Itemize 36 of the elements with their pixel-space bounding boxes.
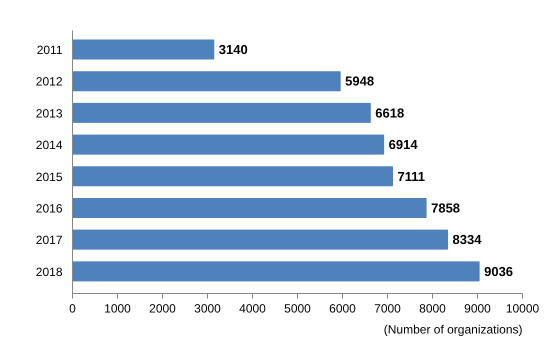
bar: [72, 71, 341, 92]
bar: [72, 40, 214, 60]
y-tick-label: 2018: [36, 264, 63, 279]
x-tick-label: 5000: [284, 302, 312, 316]
bar: [72, 230, 448, 250]
data-label: 3140: [218, 42, 248, 58]
data-label: 7111: [397, 168, 425, 184]
x-tick-label: 4000: [239, 302, 266, 316]
data-label: 6914: [388, 137, 418, 152]
x-tick-label: 8000: [419, 302, 446, 316]
bar: [72, 261, 480, 282]
x-tick-label: 3000: [194, 302, 222, 316]
y-tick-label: 2013: [36, 106, 63, 120]
bar: [72, 198, 427, 218]
y-tick-label: 2011: [36, 43, 63, 58]
y-tick-label: 2015: [36, 170, 63, 184]
y-tick-label: 2017: [36, 233, 63, 248]
x-tick-label: 10000: [506, 302, 540, 316]
x-tick-label: 1000: [104, 302, 132, 316]
y-tick-label: 2016: [36, 201, 63, 216]
x-tick-label: 0: [69, 302, 76, 316]
bar: [72, 102, 371, 123]
x-tick-label: 2000: [149, 302, 176, 316]
data-label: 8334: [452, 232, 482, 248]
bar: [72, 166, 393, 186]
y-tick-label: 2014: [36, 138, 63, 152]
data-label: 6618: [375, 105, 404, 120]
y-tick-label: 2012: [36, 74, 63, 89]
x-axis-title: (Number of organizations): [384, 322, 523, 336]
data-label: 7858: [431, 200, 460, 216]
data-label: 5948: [345, 74, 374, 89]
data-label: 9036: [484, 264, 514, 279]
x-tick-label: 6000: [329, 302, 356, 316]
x-tick-label: 7000: [374, 302, 402, 316]
bar: [72, 134, 384, 155]
x-tick-label: 9000: [464, 302, 492, 316]
